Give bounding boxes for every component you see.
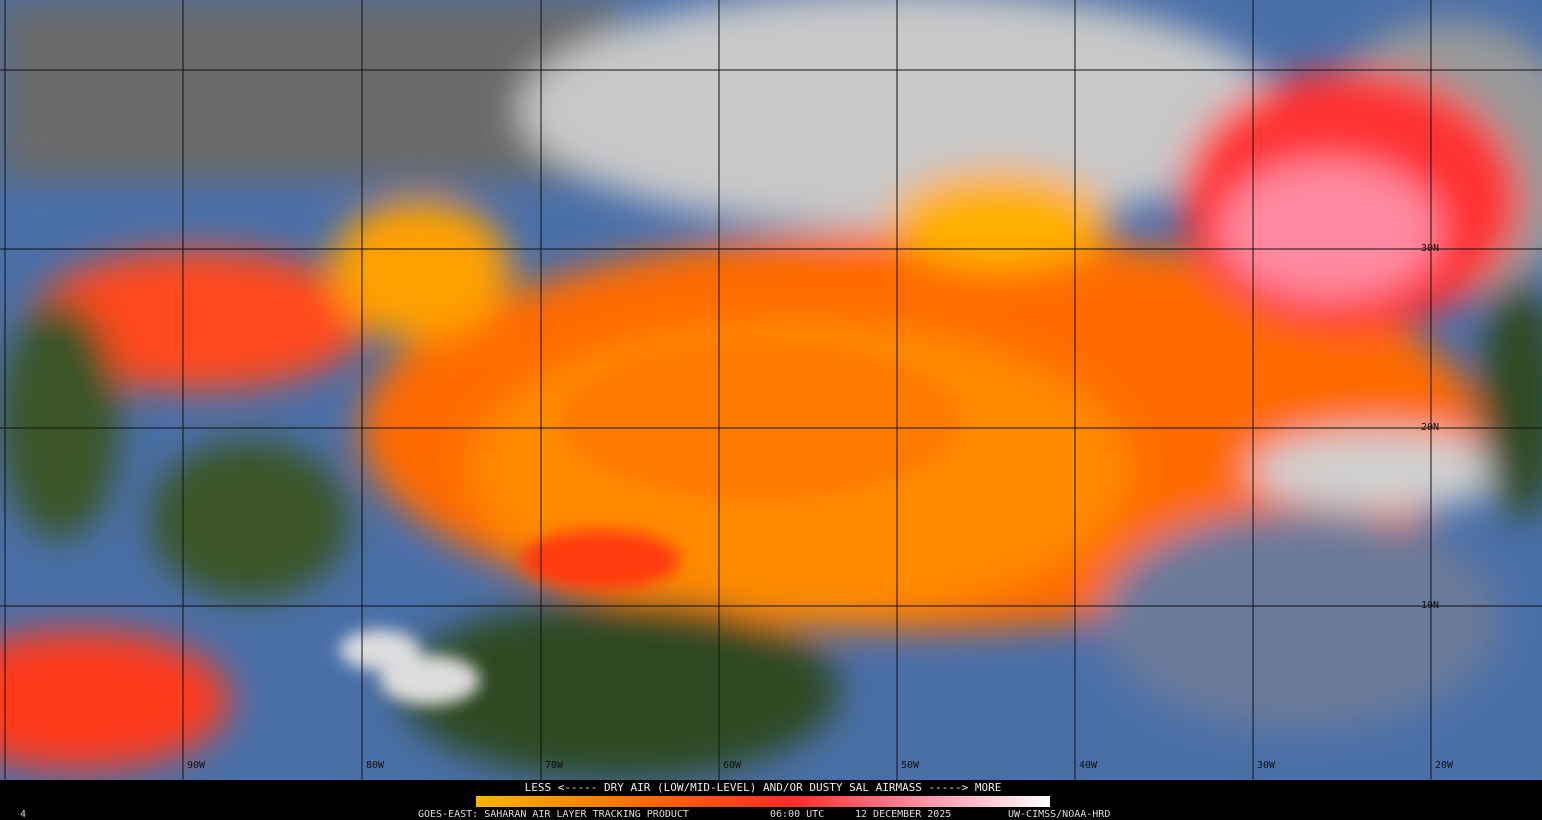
longitude-label: 30W xyxy=(1257,760,1276,771)
latitude-label: 20N xyxy=(1421,422,1439,433)
latitude-label: 10N xyxy=(1421,600,1439,611)
longitude-label: 60W xyxy=(723,760,742,771)
legend-label: LESS <----- DRY AIR (LOW/MID-LEVEL) AND/… xyxy=(525,781,1002,794)
detail xyxy=(340,340,960,705)
credit: UW-CIMSS/NOAA-HRD xyxy=(1008,809,1110,820)
longitude-label: 90W xyxy=(187,760,206,771)
graticule xyxy=(0,0,1542,780)
longitude-label: 50W xyxy=(901,760,920,771)
frame-number: 4 xyxy=(20,809,26,820)
longitude-label: 20W xyxy=(1435,760,1454,771)
longitude-label: 80W xyxy=(366,760,385,771)
latitude-label: 30N xyxy=(1421,243,1439,254)
product-name: GOES-EAST: SAHARAN AIR LAYER TRACKING PR… xyxy=(418,809,689,820)
color-bar xyxy=(476,796,1050,807)
longitude-label: 40W xyxy=(1079,760,1098,771)
date: 12 DECEMBER 2025 xyxy=(855,809,951,820)
longitude-label: 70W xyxy=(545,760,564,771)
time: 06:00 UTC xyxy=(770,809,824,820)
